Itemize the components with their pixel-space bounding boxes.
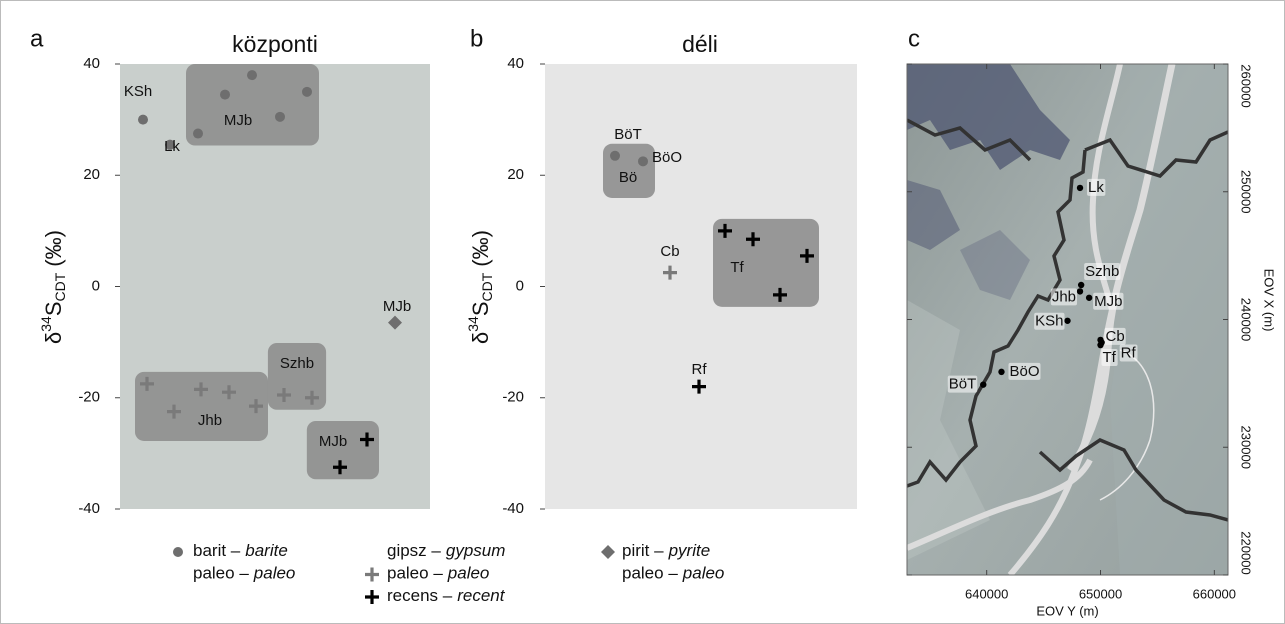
site bbox=[1077, 185, 1083, 191]
y-label-symbol: δ bbox=[468, 332, 493, 344]
legend-entry: paleo –paleo bbox=[622, 564, 724, 583]
y-tick-label: 20 bbox=[507, 166, 524, 183]
legend-text-italic: recent bbox=[457, 586, 506, 605]
y-tick-label: -20 bbox=[78, 389, 100, 406]
legend-text-italic: paleo bbox=[682, 564, 725, 583]
site-label: Rf bbox=[1121, 344, 1137, 361]
group-label: MJb bbox=[224, 112, 252, 129]
y-tick-label: 260000 bbox=[1239, 64, 1254, 107]
chart-title: déli bbox=[682, 31, 718, 57]
data-point bbox=[247, 70, 257, 80]
legend-entry: gipsz – gypsum bbox=[387, 541, 505, 560]
y-label-main: S bbox=[468, 301, 493, 316]
data-point bbox=[275, 112, 285, 122]
y-label-sup: 34 bbox=[38, 316, 54, 332]
y-tick-label: -40 bbox=[78, 500, 100, 517]
y-tick-label: 250000 bbox=[1239, 170, 1254, 213]
group-label: Tf bbox=[730, 259, 744, 276]
y-tick-label: -20 bbox=[502, 389, 524, 406]
site bbox=[998, 369, 1004, 375]
y-axis-label: EOV X (m) bbox=[1262, 269, 1277, 332]
y-tick-label: 0 bbox=[92, 277, 100, 294]
group-label: Szhb bbox=[280, 355, 314, 372]
data-point bbox=[138, 115, 148, 125]
legend-text-italic: gypsum bbox=[446, 541, 506, 560]
group-box bbox=[307, 421, 379, 479]
site-label: BöO bbox=[1009, 363, 1039, 380]
x-axis-label: EOV Y (m) bbox=[1036, 603, 1098, 618]
y-tick-label: 240000 bbox=[1239, 298, 1254, 341]
chart-title: központi bbox=[232, 31, 318, 57]
y-tick-label: 0 bbox=[516, 277, 524, 294]
site-label: MJb bbox=[1094, 293, 1122, 310]
site-label: BöT bbox=[949, 376, 977, 393]
y-label-sub: CDT bbox=[479, 272, 495, 301]
legend-text: recens – bbox=[387, 586, 453, 605]
legend-text-italic: barite bbox=[245, 541, 288, 560]
y-label-unit: (‰) bbox=[468, 230, 493, 267]
legend-text-italic: paleo bbox=[253, 564, 296, 583]
data-point bbox=[193, 129, 203, 139]
site bbox=[1098, 339, 1104, 345]
site bbox=[1078, 282, 1084, 288]
point-label: BöT bbox=[614, 126, 642, 143]
y-tick-label: 20 bbox=[83, 166, 100, 183]
site bbox=[1086, 295, 1092, 301]
y-label-sup: 34 bbox=[465, 316, 481, 332]
y-tick-label: 40 bbox=[507, 55, 524, 72]
group-box bbox=[135, 372, 268, 441]
point-label: BöO bbox=[652, 149, 682, 166]
site-label: Cb bbox=[1106, 328, 1125, 345]
group-label: MJb bbox=[383, 298, 411, 315]
site-label: Lk bbox=[1088, 179, 1104, 196]
site bbox=[980, 381, 986, 387]
group-box bbox=[268, 343, 326, 410]
data-point bbox=[220, 90, 230, 100]
site bbox=[1077, 288, 1083, 294]
page: {"chart_data": [ {"type": "scatter", "pa… bbox=[0, 0, 1285, 624]
legend-text: paleo – bbox=[622, 564, 678, 583]
group-label: Jhb bbox=[198, 412, 222, 429]
legend-text: barit – bbox=[193, 541, 241, 560]
y-label-unit: (‰) bbox=[41, 230, 66, 267]
group-label: Rf bbox=[692, 361, 708, 378]
x-tick-label: 650000 bbox=[1079, 586, 1122, 601]
legend-entry: paleo –paleo bbox=[387, 564, 489, 583]
legend-text: gipsz – bbox=[387, 541, 441, 560]
group-label: Lk bbox=[164, 138, 180, 155]
panel-letter: c bbox=[908, 25, 920, 52]
x-tick-label: 660000 bbox=[1193, 586, 1236, 601]
legend-entry: paleo –paleo bbox=[193, 564, 295, 583]
data-point bbox=[610, 151, 620, 161]
legend-entry: recens –recent bbox=[387, 586, 506, 605]
figure: aközponti-40-2002040δ34SCDT(‰)KShLkMJbJh… bbox=[0, 0, 1285, 624]
y-tick-label: 230000 bbox=[1239, 426, 1254, 469]
y-tick-label: 40 bbox=[83, 55, 100, 72]
site-label: Tf bbox=[1103, 349, 1117, 366]
legend-text: pirit – bbox=[622, 541, 664, 560]
group-label: MJb bbox=[319, 433, 347, 450]
y-tick-label: -40 bbox=[502, 500, 524, 517]
x-tick-label: 640000 bbox=[965, 586, 1008, 601]
site-label: Jhb bbox=[1052, 288, 1076, 305]
y-tick-label: 220000 bbox=[1239, 531, 1254, 574]
site-label: KSh bbox=[1035, 313, 1063, 330]
site-label: Szhb bbox=[1085, 263, 1119, 280]
legend-marker bbox=[173, 547, 183, 557]
legend-text-italic: paleo bbox=[447, 564, 490, 583]
group-label: Bö bbox=[619, 169, 637, 186]
group-label: KSh bbox=[124, 83, 152, 100]
legend-text: paleo – bbox=[387, 564, 443, 583]
group-label: Cb bbox=[660, 243, 679, 260]
legend-text-italic: pyrite bbox=[668, 541, 711, 560]
panel-letter: b bbox=[470, 25, 483, 52]
y-label-symbol: δ bbox=[41, 332, 66, 344]
data-point bbox=[638, 156, 648, 166]
panel-letter: a bbox=[30, 25, 44, 52]
legend-text: paleo – bbox=[193, 564, 249, 583]
site bbox=[1064, 318, 1070, 324]
y-label-main: S bbox=[41, 301, 66, 316]
y-label-sub: CDT bbox=[52, 272, 68, 301]
data-point bbox=[302, 87, 312, 97]
